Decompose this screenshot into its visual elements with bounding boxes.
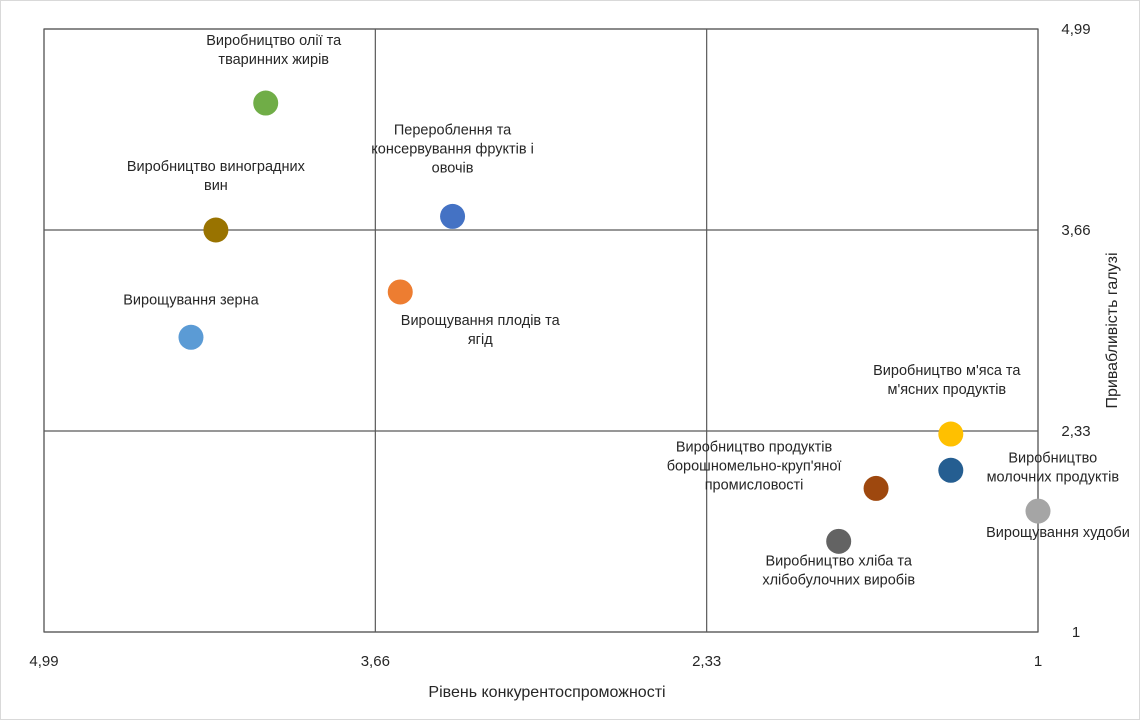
data-label-line: Виробництво продуктів <box>676 439 833 455</box>
data-labels: Виробництво олії та тваринних жирівВиробн… <box>123 33 1130 588</box>
data-label: Виробництво олії та тваринних жирів <box>206 33 342 68</box>
data-label: Виробництво продуктів борошномельно-круп'… <box>667 439 842 493</box>
x-tick-label: 1 <box>1034 653 1042 670</box>
data-label-line: хлібобулочних виробів <box>762 572 915 588</box>
x-tick-label: 3,66 <box>361 653 390 670</box>
x-tick-label: 4,99 <box>29 653 58 670</box>
data-point <box>253 90 279 116</box>
data-label-line: тваринних жирів <box>218 52 329 68</box>
data-point <box>938 457 964 483</box>
data-label-line: консервування фруктів і <box>371 141 534 157</box>
data-label-line: Перероблення та <box>394 122 512 138</box>
data-point <box>440 203 466 229</box>
plot-area <box>43 28 1039 633</box>
data-point <box>938 421 964 447</box>
data-label-line: м'ясних продуктів <box>887 382 1006 398</box>
data-label-line: Виробництво хліба та <box>765 553 912 569</box>
data-label-line: Виробництво олії та <box>206 33 342 49</box>
x-tick-label: 2,33 <box>692 653 721 670</box>
data-label: Вирощування зерна <box>123 292 259 308</box>
data-point <box>203 217 229 243</box>
x-axis-ticks: 4,99 3,66 2,33 1 <box>29 653 1042 670</box>
data-label: Виробництво м'яса та м'ясних продуктів <box>873 363 1021 398</box>
data-label: Виробництво молочних продуктів <box>987 450 1120 485</box>
data-label: Перероблення та консервування фруктів і ов… <box>371 122 534 176</box>
data-label-line: ягід <box>468 332 493 348</box>
y-tick-label: 1 <box>1072 624 1080 641</box>
data-label: Вирощування худоби <box>986 525 1130 541</box>
y-tick-label: 4,99 <box>1061 21 1090 38</box>
x-axis-title: Рівень конкурентоспроможності <box>428 684 665 701</box>
y-axis-ticks: 4,99 3,66 2,33 1 <box>1061 21 1090 641</box>
data-label-line: овочів <box>432 160 474 176</box>
data-points <box>178 90 1051 554</box>
data-point <box>826 528 852 554</box>
data-label-line: Виробництво м'яса та <box>873 363 1021 379</box>
data-label-line: Вирощування плодів та <box>401 313 561 329</box>
y-tick-label: 3,66 <box>1061 222 1090 239</box>
data-point <box>178 324 204 350</box>
data-point <box>863 475 889 501</box>
data-label-line: Виробництво <box>1008 450 1097 466</box>
data-label-line: молочних продуктів <box>987 469 1120 485</box>
data-point <box>1025 498 1051 524</box>
y-tick-label: 2,33 <box>1061 423 1090 440</box>
data-label: Вирощування плодів та ягід <box>401 313 561 348</box>
y-axis-title: Привабливість галузі <box>1104 252 1121 408</box>
data-label-line: Вирощування зерна <box>123 292 259 308</box>
data-point <box>387 279 413 305</box>
data-label-line: Вирощування худоби <box>986 525 1130 541</box>
data-label-line: Виробництво виноградних <box>127 159 306 175</box>
data-label: Виробництво хліба та хлібобулочних виробі… <box>762 553 915 588</box>
data-label-line: промисловості <box>705 477 804 493</box>
data-label: Виробництво виноградних вин <box>127 159 306 194</box>
data-label-line: борошномельно-круп'яної <box>667 458 842 474</box>
data-label-line: вин <box>204 178 228 194</box>
